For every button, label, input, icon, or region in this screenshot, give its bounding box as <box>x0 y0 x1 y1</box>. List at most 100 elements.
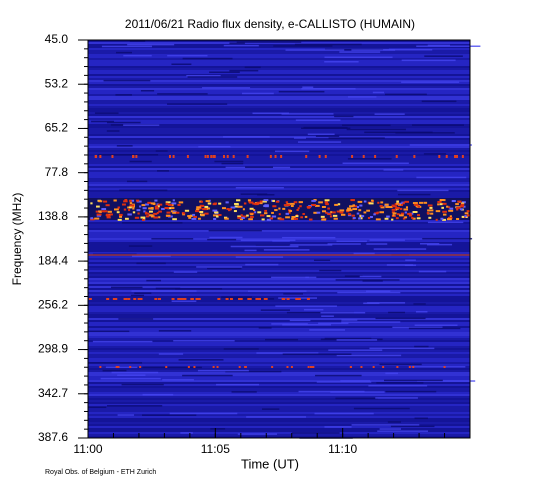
spectrogram-streak <box>423 153 447 155</box>
spectrogram-streak <box>91 120 115 123</box>
interference-dot <box>234 202 239 205</box>
spectrogram-row <box>88 306 470 308</box>
y-tick-label: 298.9 <box>38 342 68 356</box>
red-dash <box>281 298 285 300</box>
red-dash <box>349 366 352 368</box>
interference-dot <box>417 205 420 208</box>
spectrogram-row <box>88 44 470 46</box>
spectrogram-streak <box>237 433 278 435</box>
spectrogram-row <box>88 98 470 100</box>
interference-dot <box>352 208 358 211</box>
red-dash <box>396 366 399 368</box>
spectrogram-streak <box>242 92 274 95</box>
spectrogram-row <box>88 406 470 408</box>
interference-dot <box>237 215 242 218</box>
spectrogram-row <box>88 130 470 132</box>
spectrogram-streak <box>198 145 231 148</box>
interference-dot <box>430 212 434 215</box>
spectrogram-streak <box>146 279 162 282</box>
interference-dot <box>456 208 459 211</box>
spectrogram-streak <box>128 245 153 247</box>
interference-dot <box>207 202 212 205</box>
interference-dot <box>461 202 465 205</box>
red-dash <box>154 298 158 300</box>
interference-dot <box>442 210 447 213</box>
spectrogram-row <box>88 70 470 72</box>
spectrogram-streak <box>169 412 238 415</box>
interference-dot <box>167 203 173 206</box>
interference-dot <box>356 206 359 209</box>
red-dash <box>456 155 459 158</box>
spectrogram-row <box>88 294 470 296</box>
spectrogram-streak <box>88 362 143 364</box>
interference-dot <box>315 204 320 207</box>
interference-dot <box>460 203 465 206</box>
interference-dot <box>289 209 293 212</box>
spectrogram-row <box>88 260 470 262</box>
spectrogram-streak <box>290 244 333 246</box>
spectrogram-streak <box>427 44 451 47</box>
spectrogram-streak <box>336 354 402 357</box>
interference-dot <box>330 211 333 214</box>
interference-dot <box>442 218 446 221</box>
spectrogram-streak <box>127 43 175 46</box>
interference-dot <box>313 211 318 214</box>
interference-dot <box>200 200 203 203</box>
spectrogram-streak <box>221 162 244 165</box>
interference-dot <box>248 201 254 204</box>
interference-dot <box>264 209 268 212</box>
red-dash <box>95 155 98 158</box>
spectrogram-row <box>88 126 470 128</box>
interference-dot <box>195 208 200 211</box>
interference-dot <box>329 215 333 218</box>
interference-dot <box>448 209 454 212</box>
red-dash <box>135 155 138 158</box>
spectrogram-row <box>88 174 470 176</box>
spectrogram-streak <box>126 180 148 183</box>
spectrogram-streak <box>171 63 192 65</box>
interference-dot <box>439 199 444 202</box>
interference-dot <box>177 203 181 206</box>
interference-dot <box>109 213 113 216</box>
interference-dot <box>428 209 434 212</box>
interference-dot <box>229 208 232 211</box>
red-dash <box>263 298 267 300</box>
interference-dot <box>118 213 123 216</box>
spectrogram-streak <box>115 94 132 96</box>
spectrogram-row <box>88 236 470 238</box>
interference-dot <box>404 200 409 203</box>
interference-dot <box>448 206 451 209</box>
red-dash <box>229 298 233 300</box>
spectrogram-streak <box>404 264 417 267</box>
spectrogram-streak <box>418 270 447 273</box>
red-dash <box>106 298 110 300</box>
spectrogram-streak <box>260 309 290 311</box>
spectrogram-row <box>88 52 470 54</box>
spectrogram-row <box>88 134 470 136</box>
interference-dot <box>123 200 128 203</box>
spectrogram-streak <box>157 170 169 172</box>
spectrogram-streak <box>235 187 284 189</box>
spectrogram-streak <box>180 432 193 434</box>
spectrogram-row <box>88 362 470 364</box>
red-dash <box>412 366 415 368</box>
interference-dot <box>199 204 205 207</box>
interference-dot <box>187 215 192 218</box>
interference-dot <box>178 201 184 204</box>
spectrogram-streak <box>302 86 314 88</box>
spectrogram-row <box>88 192 470 194</box>
plot-frame <box>87 39 471 439</box>
spectrogram-row <box>88 84 470 86</box>
red-dash <box>318 155 321 158</box>
interference-dot <box>248 218 253 221</box>
spectrogram-streak <box>123 54 152 57</box>
red-dash <box>217 298 221 300</box>
interference-dot <box>150 207 154 210</box>
interference-dot <box>395 206 400 209</box>
interference-dot <box>279 218 285 221</box>
spectrogram-streak <box>373 248 427 250</box>
footer: Royal Obs. of Belgium - ETH Zurich <box>45 469 156 476</box>
red-dash <box>115 366 118 368</box>
interference-dot <box>465 215 468 218</box>
red-dash <box>290 366 293 368</box>
